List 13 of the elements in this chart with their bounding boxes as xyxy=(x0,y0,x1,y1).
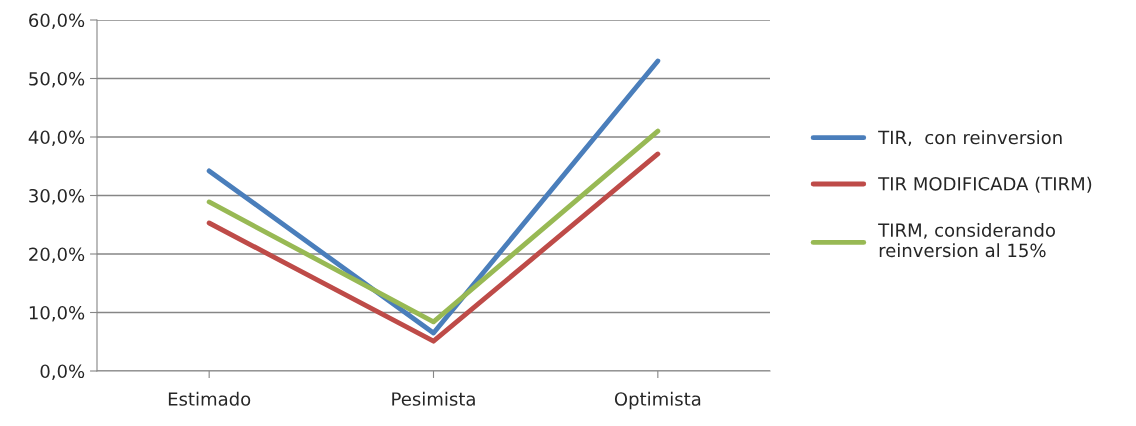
y-tick-label: 0,0% xyxy=(40,364,85,380)
legend-label: TIR, con reinversion xyxy=(878,130,1062,147)
legend-label: TIR MODIFICADA (TIRM) xyxy=(878,176,1092,193)
y-tick-label: 60,0% xyxy=(29,13,85,29)
x-tick-label: Optimista xyxy=(614,391,701,410)
y-tick-label: 10,0% xyxy=(29,305,85,322)
y-tick-label: 50,0% xyxy=(29,71,85,88)
y-tick-label: 30,0% xyxy=(29,188,85,205)
y-tick-label: 20,0% xyxy=(29,247,85,263)
y-tick-label: 40,0% xyxy=(28,130,85,146)
legend-label: TIRM, considerando reinversion al 15% xyxy=(878,223,1055,258)
x-tick-label: Pesimista xyxy=(392,391,475,406)
x-tick-label: Estimado xyxy=(168,391,251,406)
